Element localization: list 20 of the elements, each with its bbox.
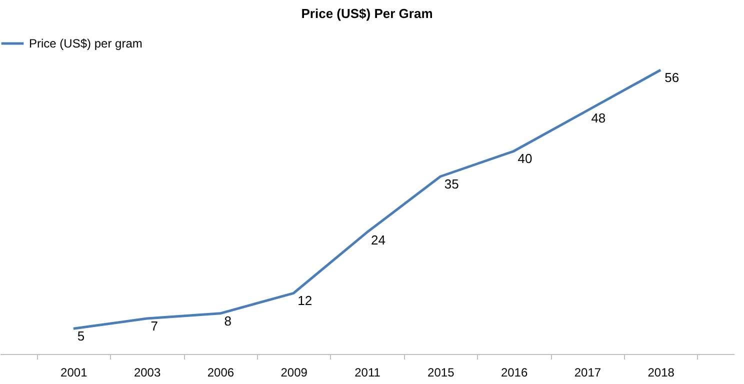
data-label: 12 bbox=[298, 293, 312, 308]
data-label: 8 bbox=[224, 313, 232, 328]
x-tick-label: 2003 bbox=[134, 366, 161, 380]
x-tick-label: 2009 bbox=[280, 366, 308, 380]
x-tick-label: 2001 bbox=[60, 366, 88, 380]
x-tick-label: 2016 bbox=[500, 366, 528, 380]
data-label: 35 bbox=[444, 176, 459, 192]
data-label: 48 bbox=[591, 110, 606, 126]
data-label: 40 bbox=[518, 151, 532, 166]
x-tick-label: 2018 bbox=[648, 366, 675, 380]
chart-title: Price (US$) Per Gram bbox=[301, 6, 433, 21]
data-label: 56 bbox=[664, 70, 680, 85]
legend-label: Price (US$) per gram bbox=[29, 36, 142, 50]
data-label: 24 bbox=[371, 232, 386, 248]
x-tick-label: 2017 bbox=[574, 366, 602, 380]
data-label: 7 bbox=[150, 318, 158, 334]
data-label: 5 bbox=[77, 328, 85, 344]
x-tick-label: 2011 bbox=[354, 366, 381, 380]
x-tick-label: 2006 bbox=[207, 366, 234, 380]
x-tick-label: 2015 bbox=[428, 366, 455, 380]
